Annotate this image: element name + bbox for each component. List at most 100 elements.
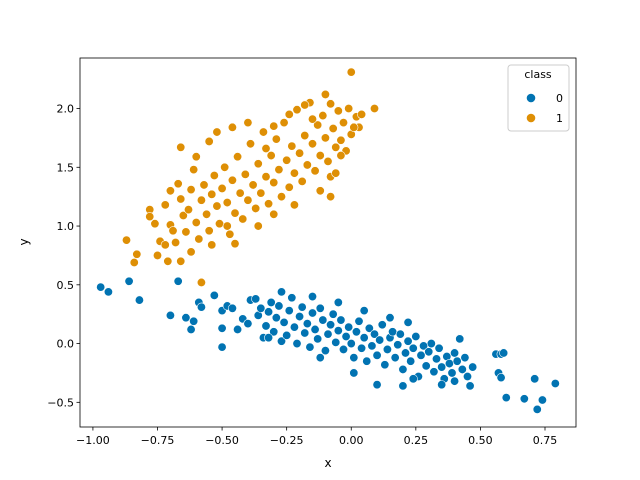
point-class-0 (271, 313, 281, 323)
point-class-0 (305, 342, 315, 352)
point-class-0 (369, 329, 379, 339)
point-class-1 (230, 208, 240, 218)
point-class-1 (233, 152, 243, 162)
point-class-0 (96, 282, 106, 292)
x-tick-label: −1.00 (76, 434, 110, 447)
point-class-1 (333, 106, 343, 116)
point-class-1 (318, 111, 328, 121)
point-class-0 (359, 306, 369, 316)
plot-frame (79, 57, 577, 428)
point-class-0 (362, 356, 372, 366)
point-class-0 (289, 322, 299, 332)
point-class-1 (251, 203, 261, 213)
legend-label-class-0: 0 (556, 92, 563, 105)
point-class-1 (145, 212, 155, 222)
point-class-0 (307, 292, 317, 302)
point-class-0 (411, 332, 421, 342)
point-class-0 (447, 368, 457, 378)
point-class-1 (132, 249, 142, 259)
point-class-1 (336, 151, 346, 161)
point-class-0 (468, 362, 478, 372)
point-class-0 (261, 321, 271, 331)
point-class-0 (233, 324, 243, 334)
point-class-1 (253, 159, 263, 169)
point-class-1 (307, 139, 317, 149)
point-class-1 (336, 135, 346, 145)
y-tick-label: 1.0 (57, 220, 75, 233)
point-class-0 (284, 306, 294, 316)
point-class-0 (124, 276, 134, 286)
point-class-1 (289, 168, 299, 178)
point-class-0 (313, 334, 323, 344)
y-tick-label: −0.5 (47, 396, 74, 409)
point-class-1 (207, 189, 217, 199)
point-class-0 (181, 313, 191, 323)
point-class-0 (292, 339, 302, 349)
point-class-1 (212, 127, 222, 137)
x-tick-label: 0.75 (533, 434, 558, 447)
point-class-1 (289, 200, 299, 210)
point-class-1 (176, 256, 186, 266)
point-class-0 (437, 380, 447, 390)
point-class-0 (134, 295, 144, 305)
point-class-1 (160, 240, 170, 250)
point-class-0 (266, 297, 276, 307)
point-class-0 (333, 297, 343, 307)
point-class-1 (217, 183, 227, 193)
point-class-0 (274, 301, 284, 311)
point-class-1 (271, 134, 281, 144)
legend: class 0 1 (507, 64, 570, 132)
point-class-1 (173, 179, 183, 189)
point-class-0 (269, 327, 279, 337)
point-class-0 (437, 362, 447, 372)
point-class-0 (382, 344, 392, 354)
point-class-0 (354, 316, 364, 326)
point-class-1 (349, 122, 359, 132)
point-class-1 (215, 219, 225, 229)
point-class-1 (165, 186, 175, 196)
point-class-0 (189, 316, 199, 326)
point-class-1 (176, 142, 186, 152)
point-class-0 (408, 343, 418, 353)
point-class-0 (457, 364, 467, 374)
point-class-1 (168, 226, 178, 236)
point-class-1 (238, 214, 248, 224)
point-class-0 (300, 328, 310, 338)
point-class-0 (349, 353, 359, 363)
point-class-0 (388, 327, 398, 337)
y-axis-ticks: −0.5 0.0 0.5 1.0 1.5 2.0 (47, 103, 80, 409)
y-axis-label: y (17, 238, 31, 245)
point-class-0 (406, 356, 416, 366)
point-class-1 (196, 195, 206, 205)
legend-marker-class-0 (526, 93, 536, 103)
point-class-1 (243, 118, 253, 128)
point-class-0 (346, 339, 356, 349)
point-class-0 (398, 364, 408, 374)
point-class-1 (191, 218, 201, 228)
point-class-1 (196, 277, 206, 287)
x-tick-label: 0.25 (404, 434, 429, 447)
point-class-1 (295, 148, 305, 158)
point-class-1 (274, 165, 284, 175)
point-class-0 (320, 346, 330, 356)
point-class-0 (243, 319, 253, 329)
y-tick-label: 0.5 (57, 279, 75, 292)
point-class-0 (276, 336, 286, 346)
point-class-0 (331, 337, 341, 347)
point-class-1 (313, 120, 323, 130)
point-class-1 (202, 209, 212, 219)
point-class-0 (165, 310, 175, 320)
point-class-0 (357, 343, 367, 353)
point-class-0 (499, 348, 509, 358)
point-class-0 (390, 353, 400, 363)
point-class-0 (276, 287, 286, 297)
point-class-1 (181, 227, 191, 237)
point-class-0 (326, 320, 336, 330)
point-class-1 (269, 121, 279, 131)
point-class-1 (297, 176, 307, 186)
point-class-1 (331, 142, 341, 152)
point-class-0 (297, 302, 307, 312)
point-class-1 (253, 221, 263, 231)
point-class-0 (398, 381, 408, 391)
